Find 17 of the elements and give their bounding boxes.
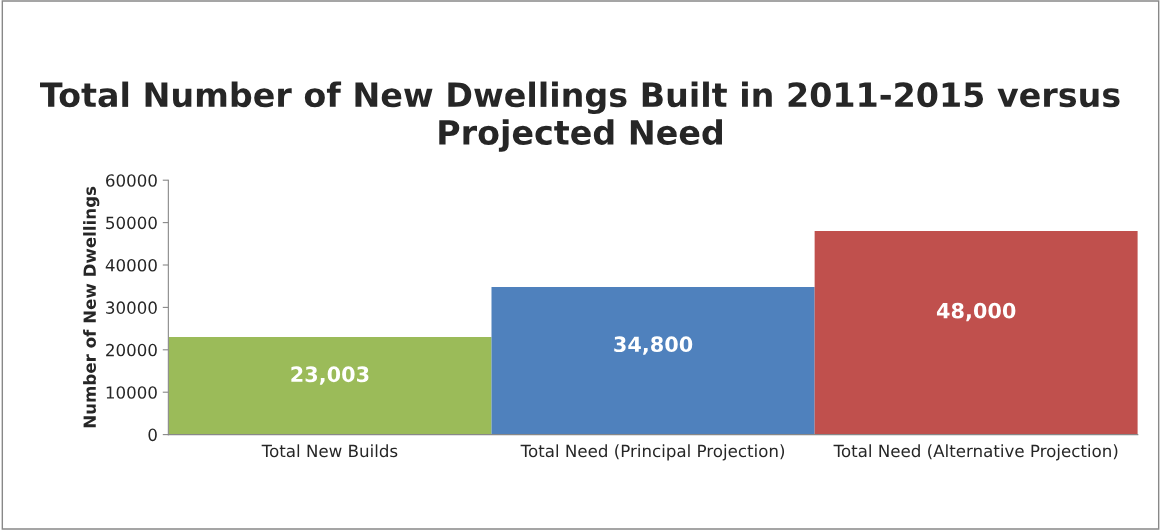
- data-label: 23,003: [291, 366, 369, 385]
- y-tick-label: 60000: [106, 174, 157, 187]
- y-tick-label: 0: [148, 428, 157, 442]
- x-tick-label: Total Need (Alternative Projection): [833, 444, 1118, 461]
- y-tick-label: 50000: [106, 216, 157, 230]
- chart-title: Total Number of New Dwellings Built in 2011-2015 versus Projected Need: [40, 81, 1120, 152]
- data-label: 48,000: [936, 302, 1016, 322]
- data-label: 34,800: [614, 336, 693, 355]
- bar: [491, 287, 815, 435]
- bar: [168, 337, 492, 435]
- x-tick-label: Total New Builds: [261, 444, 398, 458]
- y-axis-title: Number of New Dwellings: [83, 186, 100, 428]
- x-tick-label: Total Need (Principal Projection): [520, 444, 785, 461]
- y-tick-label: 10000: [106, 386, 157, 399]
- y-tick-label: 20000: [106, 343, 157, 357]
- y-tick-label: 40000: [105, 258, 157, 272]
- y-tick-label: 30000: [106, 301, 157, 314]
